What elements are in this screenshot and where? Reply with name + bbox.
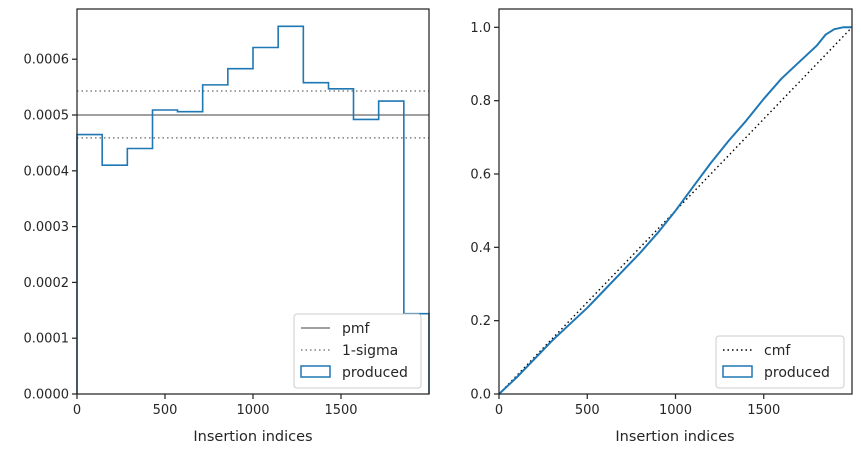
left-ticks: 0 500 1000 1500 0.0000 0.0001 0.0002 0.0003 0.00… bbox=[24, 53, 358, 418]
right-ticks: 0 500 1000 1500 0.0 0.2 0.4 0.6 0.8 1.0 bbox=[470, 21, 780, 418]
y-tick-label: 1.0 bbox=[470, 21, 491, 36]
legend-produced-patch bbox=[300, 365, 331, 378]
x-tick-label: 0 bbox=[73, 403, 81, 418]
legend-cmf-label: cmf bbox=[764, 343, 791, 359]
left-legend: pmf 1-sigma produced bbox=[293, 313, 422, 389]
cmf-line bbox=[498, 26, 853, 395]
right-plot bbox=[498, 26, 853, 395]
y-tick-label: 0.0005 bbox=[24, 109, 70, 124]
right-panel: 0 500 1000 1500 0.0 0.2 0.4 0.6 0.8 1.0 cmf produ… bbox=[470, 8, 853, 445]
x-tick-label: 1000 bbox=[236, 403, 269, 418]
y-tick-label: 0.0006 bbox=[24, 53, 70, 68]
left-plot bbox=[76, 25, 430, 394]
x-tick-label: 1500 bbox=[747, 403, 780, 418]
x-tick-label: 0 bbox=[495, 403, 503, 418]
produced-step-line bbox=[76, 25, 430, 394]
y-tick-label: 0.0 bbox=[470, 388, 491, 403]
y-tick-label: 0.0004 bbox=[24, 164, 70, 179]
legend-pmf-label: pmf bbox=[342, 321, 371, 337]
y-tick-label: 0.6 bbox=[470, 168, 491, 183]
y-tick-label: 0.0003 bbox=[24, 220, 70, 235]
y-tick-label: 0.4 bbox=[470, 241, 491, 256]
y-tick-label: 0.0002 bbox=[24, 276, 70, 291]
legend-produced-patch-right bbox=[722, 365, 753, 378]
legend-sigma-label: 1-sigma bbox=[342, 343, 398, 359]
x-tick-label: 1500 bbox=[324, 403, 357, 418]
produced-line bbox=[498, 26, 852, 395]
y-tick-label: 0.8 bbox=[470, 94, 491, 109]
right-x-axis-label: Insertion indices bbox=[615, 429, 734, 445]
x-tick-label: 500 bbox=[153, 403, 178, 418]
right-legend: cmf produced bbox=[715, 335, 845, 389]
y-tick-label: 0.2 bbox=[470, 314, 491, 329]
x-tick-label: 500 bbox=[575, 403, 600, 418]
left-legend-box bbox=[293, 313, 422, 389]
left-panel: 0 500 1000 1500 0.0000 0.0001 0.0002 0.0003 0.00… bbox=[24, 8, 430, 445]
y-tick-label: 0.0000 bbox=[24, 388, 70, 403]
legend-produced-label-right: produced bbox=[764, 365, 830, 381]
x-tick-label: 1000 bbox=[659, 403, 692, 418]
y-tick-label: 0.0001 bbox=[24, 332, 70, 347]
legend-produced-label: produced bbox=[342, 365, 408, 381]
right-legend-box bbox=[715, 335, 845, 389]
left-x-axis-label: Insertion indices bbox=[193, 429, 312, 445]
